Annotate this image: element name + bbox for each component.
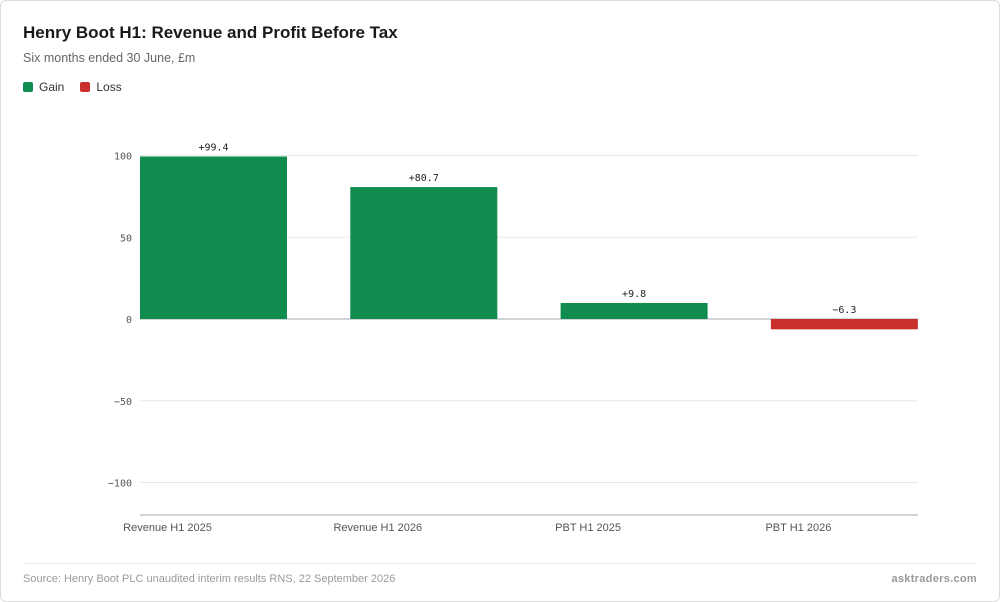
legend-label-gain: Gain: [39, 80, 65, 94]
bar: [140, 156, 287, 319]
chart-subtitle: Six months ended 30 June, £m: [23, 51, 196, 65]
brand-label: asktraders.com: [891, 573, 977, 585]
legend-item-gain: Gain: [23, 80, 64, 94]
chart-legend: Gain Loss: [23, 80, 138, 94]
x-category-label: Revenue H1 2026: [333, 522, 422, 534]
loss-swatch: [80, 82, 91, 92]
y-tick-label: 50: [120, 233, 132, 244]
x-category-label: Revenue H1 2025: [123, 522, 212, 534]
y-tick-label: 0: [126, 315, 132, 326]
x-category-label: PBT H1 2025: [555, 522, 621, 534]
y-tick-label: −100: [108, 479, 132, 490]
bar: [350, 187, 498, 319]
bar: [770, 319, 918, 330]
bar-chart: 100 50 0 −50 −100 +99.4 Revenue H1 2025 +80.7 Re…: [108, 142, 918, 534]
y-tick-label: 100: [114, 152, 132, 163]
data-label: +99.4: [198, 142, 228, 153]
gain-swatch: [23, 82, 33, 92]
chart-title: Henry Boot H1: Revenue and Profit Before…: [23, 23, 398, 42]
legend-item-loss: Loss: [80, 80, 122, 94]
source-note: Source: Henry Boot PLC unaudited interim…: [23, 573, 396, 585]
data-label: +9.8: [622, 289, 646, 300]
bar: [560, 302, 708, 319]
y-tick-label: −50: [114, 397, 132, 408]
data-label: +80.7: [409, 173, 439, 184]
legend-label-loss: Loss: [96, 80, 122, 94]
footer-divider: [23, 563, 977, 564]
data-label: −6.3: [832, 305, 856, 316]
x-category-label: PBT H1 2026: [765, 522, 831, 534]
